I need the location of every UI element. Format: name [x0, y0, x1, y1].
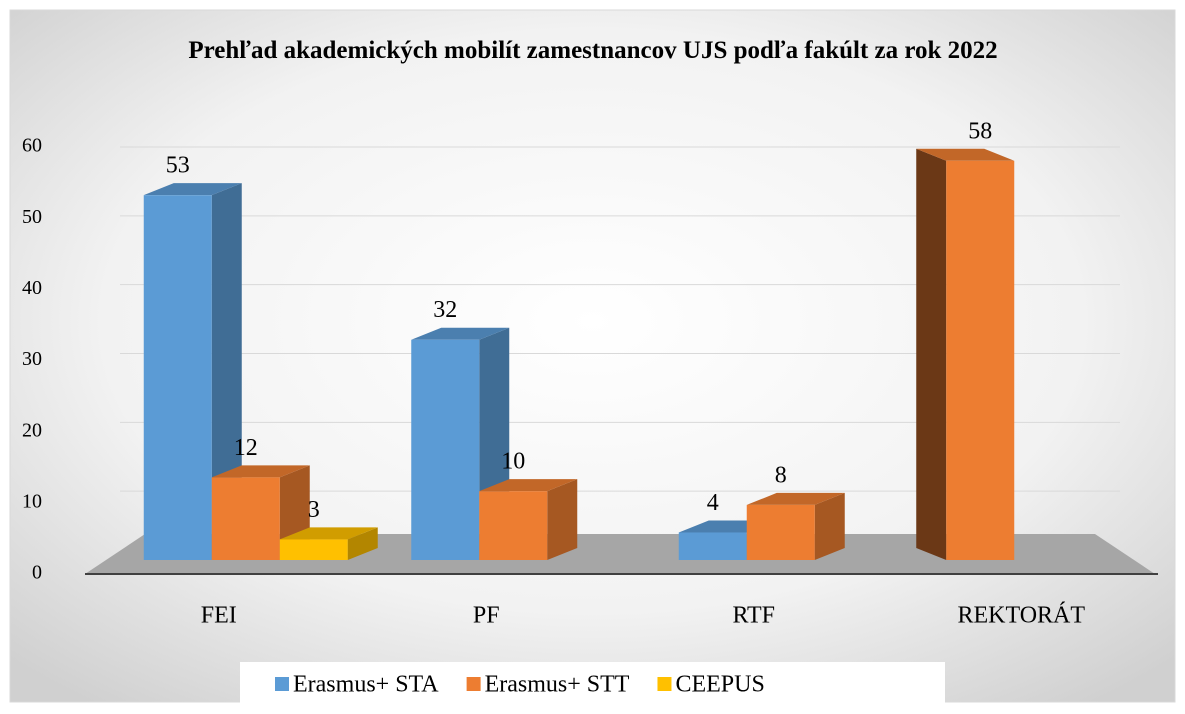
bar-top: [143, 183, 242, 196]
y-tick-label: 20: [22, 419, 42, 441]
value-label: 32: [433, 297, 457, 323]
legend-label: CEEPUS: [675, 672, 764, 698]
bar-top: [411, 327, 510, 340]
y-tick-label: 60: [22, 135, 42, 157]
bar-front: [211, 477, 280, 560]
y-tick-label: 30: [22, 348, 42, 370]
bar: [411, 327, 510, 560]
y-tick-label: 40: [22, 277, 42, 299]
bar: [916, 148, 1015, 560]
legend-swatch: [657, 677, 672, 691]
bar-front: [946, 160, 1015, 560]
legend-swatch: [275, 677, 289, 691]
y-tick-label: 10: [22, 490, 42, 512]
bar-top: [916, 148, 1015, 161]
value-label: 58: [968, 118, 992, 144]
bar: [211, 465, 310, 560]
legend-label: Erasmus+ STA: [293, 672, 439, 698]
bar-top: [211, 465, 310, 478]
value-label: 12: [234, 435, 258, 461]
bar-front: [479, 491, 548, 560]
bar: [479, 479, 578, 560]
bar-top: [746, 492, 845, 505]
bar: [746, 492, 845, 560]
bar-front: [411, 339, 480, 560]
value-label: 10: [501, 449, 525, 475]
bar-top: [479, 479, 578, 492]
x-tick-label: RTF: [732, 603, 775, 629]
value-label: 3: [308, 497, 320, 523]
bar-side: [916, 148, 947, 560]
bar-top: [279, 527, 378, 540]
bar-side: [211, 183, 242, 560]
value-label: 8: [775, 462, 787, 488]
legend-swatch: [466, 677, 481, 691]
y-tick-label: 50: [22, 206, 42, 228]
bar-side: [814, 492, 845, 560]
bar-front: [678, 532, 747, 560]
x-tick-label: PF: [473, 603, 500, 629]
bar-front: [279, 539, 348, 560]
bar-front: [143, 195, 212, 560]
x-tick-label: REKTORÁT: [957, 603, 1085, 629]
y-tick-label: 0: [32, 562, 42, 584]
bar: [143, 183, 242, 560]
bar-front: [746, 504, 815, 560]
value-label: 53: [166, 153, 190, 179]
bar-side: [547, 479, 578, 560]
bar-side: [347, 527, 378, 560]
legend-label: Erasmus+ STT: [485, 672, 630, 698]
bar: [279, 527, 378, 560]
x-tick-label: FEI: [201, 603, 237, 629]
legend-box: [240, 662, 945, 706]
chart-title: Prehľad akademických mobilít zamestnanco…: [188, 37, 998, 64]
value-label: 4: [707, 490, 719, 516]
